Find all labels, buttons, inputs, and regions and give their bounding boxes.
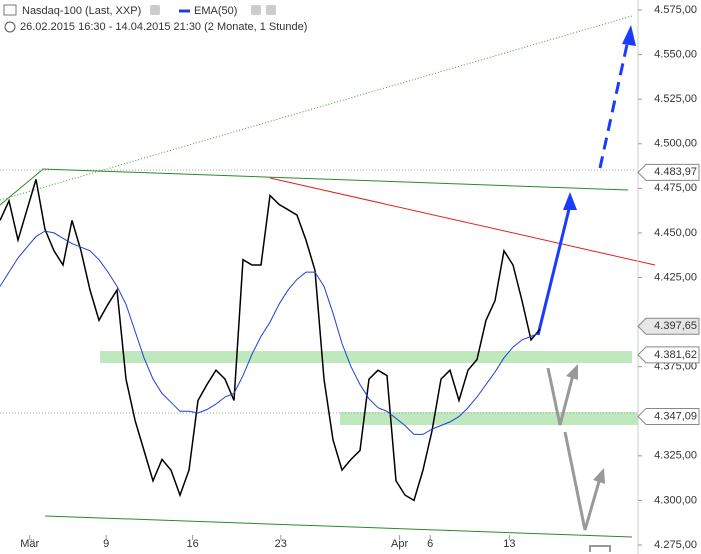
- price-flag-label: 4.347,09: [654, 410, 697, 422]
- trend-line: [269, 177, 656, 266]
- arrow: [589, 545, 611, 552]
- legend-label: EMA(50): [194, 5, 237, 17]
- chart-subtitle: 26.02.2015 16:30 - 14.04.2015 21:30 (2 M…: [20, 21, 307, 33]
- price-flag: [637, 317, 700, 335]
- y-tick-label: 4.450,00: [654, 227, 697, 239]
- y-tick-label: 4.575,00: [654, 4, 697, 16]
- trend-line: [41, 168, 629, 191]
- x-tick-label: 16: [186, 538, 198, 550]
- y-tick-label: 4.300,00: [654, 494, 697, 506]
- price-flag-label: 4.397,65: [654, 320, 697, 332]
- settings-button[interactable]: [150, 5, 160, 15]
- trend-line: [44, 515, 633, 538]
- arrow: [536, 204, 572, 336]
- y-tick-label: 4.550,00: [654, 48, 697, 60]
- chart-title: Nasdaq-100 (Last, XXP): [22, 5, 141, 17]
- arrow: [598, 39, 630, 169]
- support-zone: [340, 412, 638, 425]
- y-tick-label: 4.525,00: [654, 93, 697, 105]
- settings-button[interactable]: [251, 5, 261, 15]
- x-tick-label: 13: [503, 538, 515, 550]
- price-flag-label: 4.381,62: [654, 349, 697, 361]
- x-tick-label: 6: [427, 538, 433, 550]
- y-tick-label: 4.275,00: [654, 539, 697, 551]
- support-zone: [100, 351, 632, 363]
- ema-line: [0, 230, 541, 435]
- chart-icon[interactable]: [3, 4, 17, 16]
- y-tick-label: 4.475,00: [654, 182, 697, 194]
- price-flag-label: 4.483,97: [654, 166, 697, 178]
- price-flag: [637, 163, 700, 181]
- price-line: [0, 179, 541, 502]
- arrow: [563, 431, 602, 531]
- y-tick-label: 4.325,00: [654, 450, 697, 462]
- clock-icon: [4, 21, 16, 33]
- arrow-head: [622, 25, 636, 46]
- arrow-head: [593, 468, 605, 484]
- x-tick-label: Mär: [20, 538, 39, 550]
- trend-line: [0, 169, 43, 206]
- trend-line: [0, 15, 633, 201]
- arrow-head: [566, 364, 578, 380]
- x-tick-label: Apr: [391, 538, 408, 550]
- price-flag: [637, 407, 700, 425]
- y-tick-label: 4.425,00: [654, 271, 697, 283]
- x-tick-label: 23: [275, 538, 287, 550]
- close-button[interactable]: [266, 5, 276, 15]
- y-tick-label: 4.500,00: [654, 138, 697, 150]
- arrow-head: [563, 192, 577, 210]
- x-tick-label: 9: [103, 538, 109, 550]
- price-flag: [637, 346, 700, 364]
- arrow: [546, 367, 575, 426]
- y-tick-label: 4.375,00: [654, 361, 697, 373]
